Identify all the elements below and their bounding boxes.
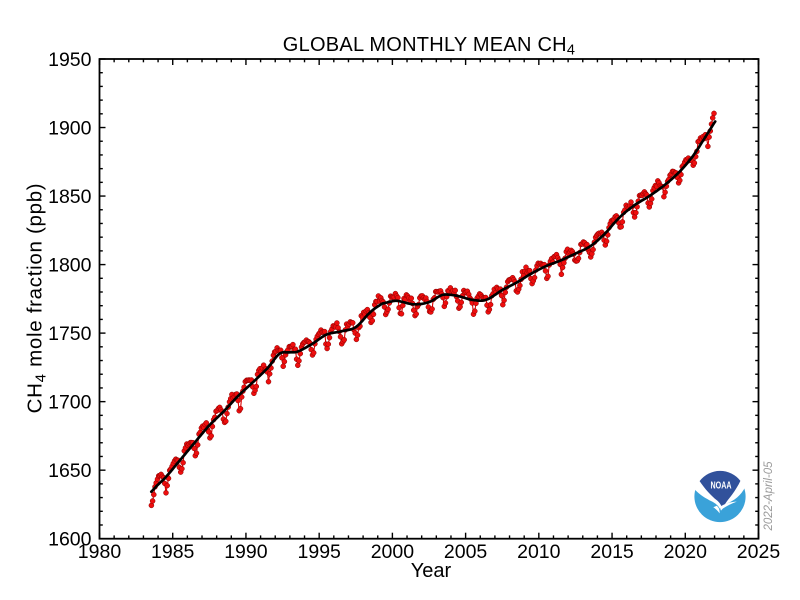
svg-text:1700: 1700 xyxy=(48,392,92,414)
svg-text:1950: 1950 xyxy=(48,49,92,71)
svg-text:2015: 2015 xyxy=(590,541,634,563)
svg-text:1900: 1900 xyxy=(48,117,92,139)
svg-text:Year: Year xyxy=(411,560,452,582)
svg-text:2020: 2020 xyxy=(664,541,708,563)
svg-text:1990: 1990 xyxy=(224,541,268,563)
svg-text:2000: 2000 xyxy=(371,541,415,563)
svg-text:2010: 2010 xyxy=(517,541,561,563)
svg-text:1850: 1850 xyxy=(48,186,92,208)
svg-text:1650: 1650 xyxy=(48,460,92,482)
svg-text:1985: 1985 xyxy=(151,541,195,563)
svg-text:1600: 1600 xyxy=(48,529,92,551)
svg-text:2025: 2025 xyxy=(737,541,781,563)
svg-text:1980: 1980 xyxy=(78,541,122,563)
svg-text:NOAA: NOAA xyxy=(711,480,732,491)
svg-text:GLOBAL MONTHLY MEAN CH4: GLOBAL MONTHLY MEAN CH4 xyxy=(283,34,575,59)
svg-text:1750: 1750 xyxy=(48,323,92,345)
svg-text:1800: 1800 xyxy=(48,255,92,277)
svg-text:1995: 1995 xyxy=(298,541,342,563)
svg-text:2005: 2005 xyxy=(444,541,488,563)
svg-text:2022-April-05: 2022-April-05 xyxy=(763,461,775,532)
